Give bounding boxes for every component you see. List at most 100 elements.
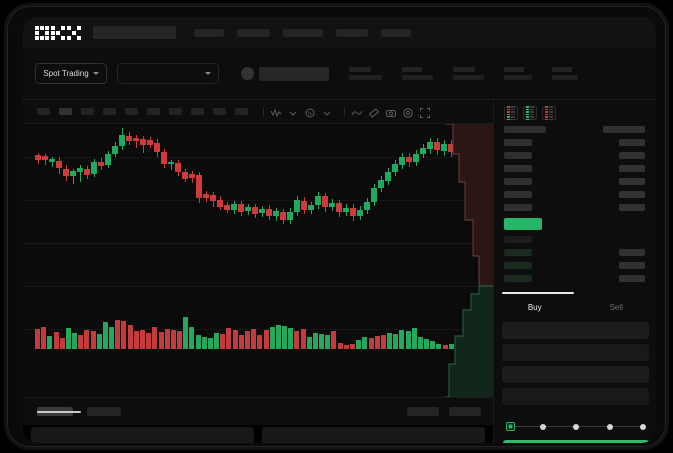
percent-slider[interactable]: [506, 422, 646, 432]
candle-body: [413, 154, 419, 162]
volume-bar-57: [387, 333, 393, 349]
orderbook-ask-row-4[interactable]: [504, 191, 532, 198]
orderbook-bid-row-2[interactable]: [504, 262, 532, 269]
order-field-1[interactable]: [502, 344, 649, 361]
candle-35: [280, 124, 286, 299]
nav-item-1[interactable]: [237, 28, 270, 37]
timeframe-button-1[interactable]: [59, 108, 72, 115]
candle-22: [189, 124, 195, 299]
volume-bar-24: [183, 317, 189, 349]
candle-body: [434, 142, 440, 150]
candle-21: [182, 124, 188, 299]
slider-stop-0[interactable]: [506, 422, 515, 431]
trading-mode-select[interactable]: Spot Trading: [35, 63, 107, 84]
orderbook-ask-row-5[interactable]: [504, 204, 532, 211]
candle-6: [77, 124, 83, 299]
slider-stop-2[interactable]: [573, 423, 579, 430]
candle-7: [84, 124, 90, 299]
tab-sell[interactable]: Sell: [576, 294, 657, 320]
orderbook-ask-row-3[interactable]: [504, 178, 532, 185]
orderbook-both-icon[interactable]: [504, 106, 518, 120]
nav-item-2[interactable]: [283, 28, 323, 37]
settings-icon[interactable]: [402, 106, 414, 118]
volume-bar-12: [109, 327, 115, 349]
candle-58: [441, 124, 447, 299]
fullscreen-icon[interactable]: [419, 106, 431, 118]
candle-5: [70, 124, 76, 299]
slider-stop-4[interactable]: [640, 423, 646, 430]
timeframe-button-4[interactable]: [125, 108, 138, 115]
chevron-down-icon[interactable]: [321, 106, 333, 118]
orderbook-bids-icon[interactable]: [523, 106, 537, 120]
orderbook-bid-row-1-amount: [619, 249, 645, 256]
timeframe-button-6[interactable]: [169, 108, 182, 115]
bottom-tab-action-0[interactable]: [407, 407, 439, 416]
nav-item-0[interactable]: [194, 28, 224, 37]
timeframe-button-8[interactable]: [213, 108, 226, 115]
order-field-0[interactable]: [502, 322, 649, 339]
order-field-2[interactable]: [502, 366, 649, 383]
bottom-tab-action-1[interactable]: [449, 407, 481, 416]
candle-body: [154, 143, 160, 152]
orderbook-ask-row-5-amount: [619, 204, 645, 211]
nav-item-4[interactable]: [381, 28, 411, 37]
orderbook-ask-row-1[interactable]: [504, 152, 532, 159]
timeframe-button-3[interactable]: [103, 108, 116, 115]
candle-body: [210, 195, 216, 201]
orderbook-bid-row-0[interactable]: [504, 236, 532, 243]
candle-59: [448, 124, 454, 299]
orderbook-column-header[interactable]: [504, 126, 546, 133]
candle-16: [147, 124, 153, 299]
tab-buy[interactable]: Buy: [494, 294, 576, 320]
okx-logo-icon[interactable]: [35, 25, 81, 40]
timeframe-button-2[interactable]: [81, 108, 94, 115]
candle-0: [35, 124, 41, 299]
trading-pair-select[interactable]: [117, 63, 219, 84]
orderbook-asks-icon[interactable]: [542, 106, 556, 120]
order-field-3[interactable]: [502, 388, 649, 405]
candle-54: [413, 124, 419, 299]
orderbook-ask-row-2[interactable]: [504, 165, 532, 172]
candle-15: [140, 124, 146, 299]
timeframe-button-7[interactable]: [191, 108, 204, 115]
orderbook-ask-row-0[interactable]: [504, 139, 532, 146]
pair-avatar: [241, 67, 254, 80]
candlestick-chart-icon[interactable]: [270, 106, 282, 118]
volume-bar-44: [306, 337, 312, 349]
line-chart-icon[interactable]: [351, 106, 363, 118]
candle-body: [420, 148, 426, 154]
slider-stop-1[interactable]: [539, 423, 546, 430]
slider-stop-3[interactable]: [606, 423, 613, 430]
volume-bar-3: [53, 332, 59, 349]
timeframe-button-0[interactable]: [37, 108, 50, 115]
nav-item-3[interactable]: [336, 28, 368, 37]
timeframe-button-9[interactable]: [235, 108, 248, 115]
candle-28: [231, 124, 237, 299]
volume-bar-42: [294, 331, 300, 349]
candle-47: [364, 124, 370, 299]
indicators-icon[interactable]: fx: [304, 106, 316, 118]
candle-body: [98, 162, 104, 166]
orderbook-bid-row-1[interactable]: [504, 249, 532, 256]
volume-bar-14: [121, 321, 127, 349]
volume-bar-65: [436, 344, 442, 349]
orderbook-bid-row-3[interactable]: [504, 275, 532, 282]
camera-icon[interactable]: [385, 106, 397, 118]
orderbook-mark-price[interactable]: [504, 218, 542, 230]
search-input[interactable]: [93, 26, 176, 39]
timeframe-button-5[interactable]: [147, 108, 160, 115]
chevron-down-icon[interactable]: [287, 106, 299, 118]
ruler-icon[interactable]: [368, 106, 380, 118]
toolbar-divider: [263, 106, 264, 117]
submit-order-button[interactable]: [503, 440, 649, 443]
bottom-card-0[interactable]: [31, 427, 254, 443]
bottom-tab-1[interactable]: [87, 407, 121, 416]
orderbook-mode-bars: [507, 106, 510, 120]
volume-bar-31: [226, 328, 232, 349]
candle-51: [392, 124, 398, 299]
candle-body: [273, 211, 279, 216]
price-chart-panel[interactable]: [23, 124, 493, 397]
volume-bar-41: [288, 328, 294, 349]
bottom-card-1[interactable]: [262, 427, 485, 443]
depth-overlay: [445, 124, 493, 397]
